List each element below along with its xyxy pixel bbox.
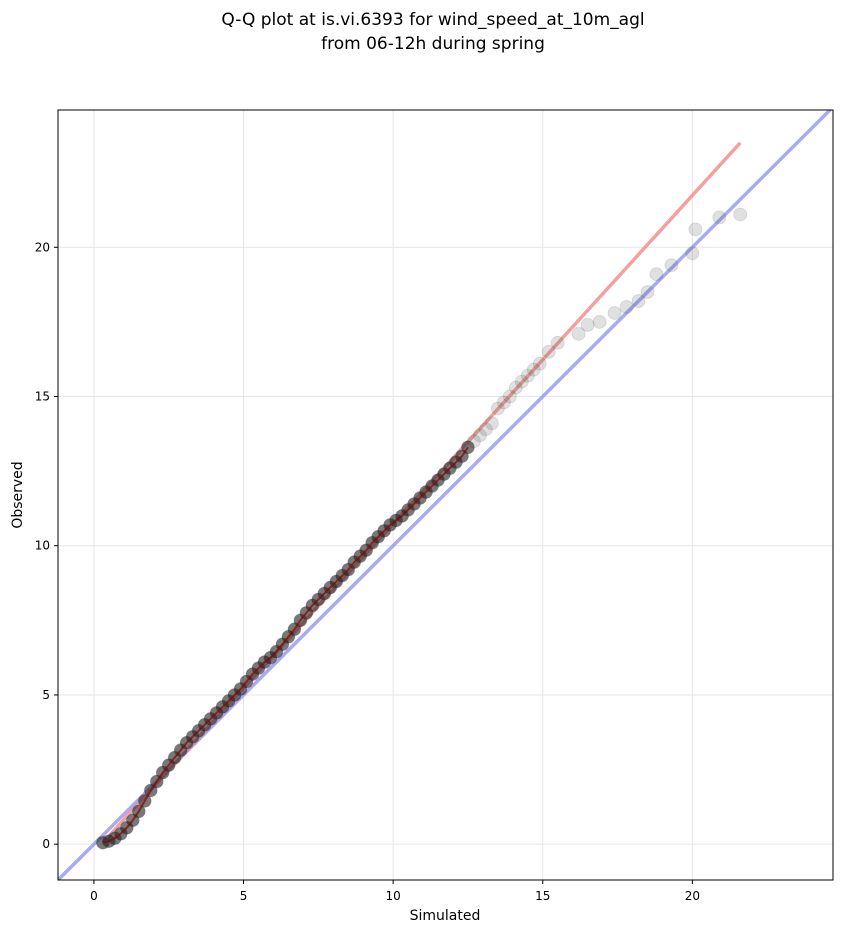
quantile-point (520, 368, 535, 383)
quantile-point (484, 416, 499, 431)
quantile-point (502, 389, 517, 404)
y-tick-label: 0 (42, 837, 50, 851)
y-tick-label: 10 (35, 539, 50, 553)
y-tick-label: 20 (35, 240, 50, 254)
grid-lines (58, 110, 833, 880)
quantile-point (580, 317, 595, 332)
chart-subtitle: from 06-12h during spring (321, 34, 545, 54)
quantile-point (685, 246, 700, 261)
quantile-point (571, 326, 586, 341)
quantile-point (733, 207, 748, 222)
x-tick-label: 5 (240, 889, 248, 903)
quantile-point (490, 401, 505, 416)
quantile-point (640, 285, 655, 300)
quantile-point (619, 299, 634, 314)
quantile-point (631, 294, 646, 309)
quantile-point (514, 374, 529, 389)
y-axis-ticks: 0 5 10 15 20 (35, 240, 58, 851)
x-tick-label: 0 (90, 889, 98, 903)
quantile-point (532, 356, 547, 371)
x-axis-label: Simulated (410, 908, 481, 924)
x-axis-ticks: 0 5 10 15 20 (90, 880, 700, 903)
x-tick-label: 20 (685, 889, 700, 903)
quantile-point (688, 222, 703, 237)
quantile-point (592, 314, 607, 329)
fit-trace (102, 446, 469, 844)
y-axis-label: Observed (10, 461, 26, 528)
quantile-point (712, 210, 727, 225)
quantile-point (664, 258, 679, 273)
chart-title: Q-Q plot at is.vi.6393 for wind_speed_at… (221, 10, 644, 30)
quantile-point (649, 267, 664, 282)
quantile-point (508, 380, 523, 395)
quantile-point (496, 395, 511, 410)
x-tick-label: 15 (535, 889, 550, 903)
quantile-point (607, 305, 622, 320)
x-tick-label: 10 (385, 889, 400, 903)
quantile-point (541, 344, 556, 359)
y-tick-label: 15 (35, 390, 50, 404)
quantile-points (95, 207, 748, 850)
quantile-point (526, 362, 541, 377)
y-tick-label: 5 (42, 688, 50, 702)
quantile-point (550, 335, 565, 350)
quantile-point (472, 428, 487, 443)
plot-frame (57, 109, 834, 881)
quantile-point (478, 422, 493, 437)
